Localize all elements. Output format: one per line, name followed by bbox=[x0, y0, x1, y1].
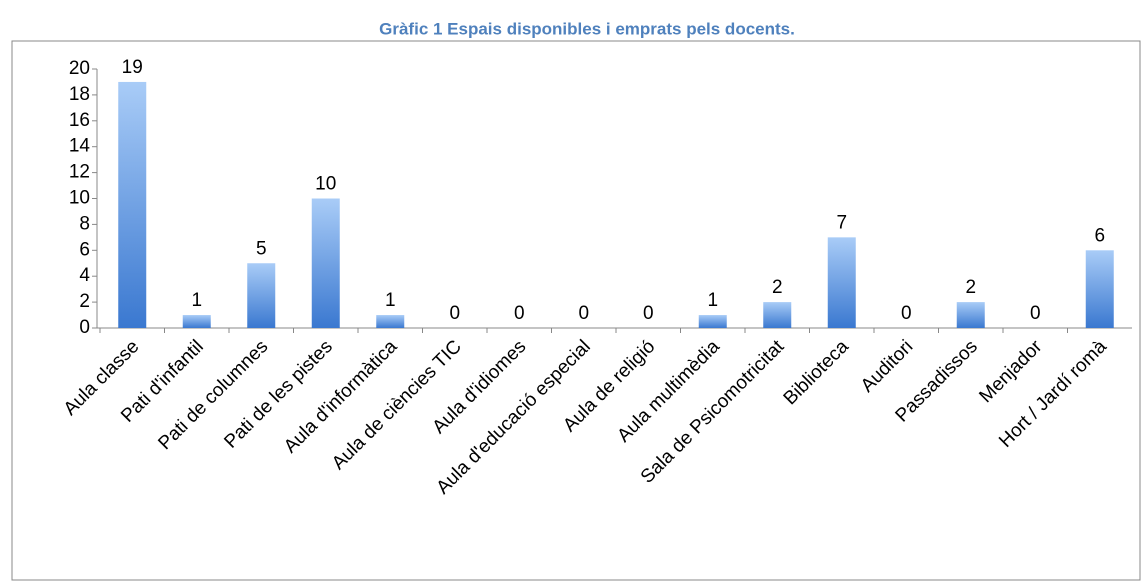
x-tick-label: Pati de les pistes bbox=[220, 336, 336, 452]
bar bbox=[182, 315, 211, 328]
chart-border bbox=[11, 40, 1141, 581]
y-tick-label: 18 bbox=[69, 84, 90, 105]
x-tick-label: Aula de ciències TIC bbox=[328, 336, 466, 474]
y-tick-label: 4 bbox=[79, 265, 90, 286]
bar bbox=[1085, 250, 1114, 328]
y-tick-label: 0 bbox=[79, 317, 90, 338]
y-tick-label: 8 bbox=[79, 213, 90, 234]
data-label: 10 bbox=[315, 174, 336, 195]
x-tick-label: Hort / Jardí romà bbox=[995, 336, 1111, 452]
bar bbox=[698, 315, 727, 328]
data-label: 0 bbox=[578, 303, 589, 324]
bar bbox=[118, 81, 147, 328]
bar bbox=[311, 198, 340, 328]
bar bbox=[247, 263, 276, 328]
y-tick-label: 6 bbox=[79, 239, 90, 260]
data-label: 19 bbox=[122, 57, 143, 78]
bar bbox=[827, 237, 856, 328]
x-tick-label: Auditori bbox=[857, 336, 917, 396]
data-label: 5 bbox=[256, 238, 267, 259]
bar bbox=[376, 315, 405, 328]
y-tick-label: 14 bbox=[69, 136, 91, 157]
data-label: 0 bbox=[643, 303, 654, 324]
data-label: 1 bbox=[191, 290, 202, 311]
chart-title: Gràfic 1 Espais disponibles i emprats pe… bbox=[379, 19, 795, 38]
data-label: 2 bbox=[965, 277, 976, 298]
data-label: 0 bbox=[901, 303, 912, 324]
data-label: 2 bbox=[772, 277, 783, 298]
data-label: 0 bbox=[514, 303, 525, 324]
bar bbox=[956, 302, 985, 328]
data-label: 6 bbox=[1094, 225, 1105, 246]
x-tick-label: Biblioteca bbox=[780, 336, 853, 409]
data-label: 0 bbox=[1030, 303, 1041, 324]
y-tick-label: 10 bbox=[69, 188, 90, 209]
data-label: 1 bbox=[385, 290, 396, 311]
data-label: 7 bbox=[836, 212, 847, 233]
y-tick-label: 2 bbox=[79, 291, 90, 312]
y-tick-label: 16 bbox=[69, 110, 90, 131]
x-tick-label: Pati de columnes bbox=[154, 336, 272, 454]
data-label: 1 bbox=[707, 290, 718, 311]
y-tick-label: 12 bbox=[69, 162, 90, 183]
x-tick-label: Aula d'informàtica bbox=[280, 336, 402, 458]
data-label: 0 bbox=[449, 303, 460, 324]
y-tick-label: 20 bbox=[69, 58, 90, 79]
bar bbox=[763, 302, 792, 328]
